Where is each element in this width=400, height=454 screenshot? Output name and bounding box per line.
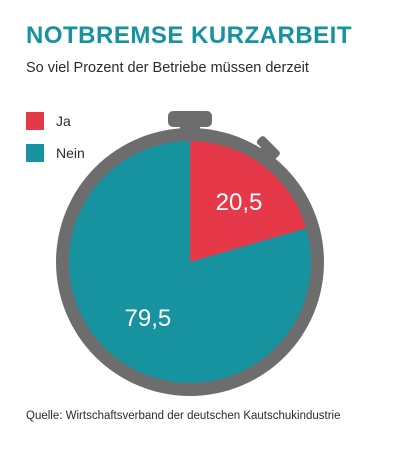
legend-label-nein: Nein bbox=[56, 145, 85, 161]
legend-swatch-ja bbox=[26, 112, 44, 130]
pie-value-labels: 20,5 79,5 bbox=[125, 189, 263, 332]
legend-swatch-nein bbox=[26, 144, 44, 162]
slice-label-nein: 79,5 bbox=[125, 305, 172, 332]
chart-subtitle: So viel Prozent der Betriebe müssen derz… bbox=[26, 60, 309, 76]
legend-item-ja: Ja bbox=[26, 111, 85, 131]
chart-title: NOTBREMSE KURZARBEIT bbox=[26, 22, 352, 49]
legend-label-ja: Ja bbox=[56, 113, 71, 129]
stopwatch-crown-button bbox=[168, 111, 212, 127]
legend-item-nein: Nein bbox=[26, 143, 85, 163]
slice-label-ja: 20,5 bbox=[216, 189, 263, 216]
pie-slice-nein bbox=[68, 141, 311, 383]
pie-slice-ja bbox=[190, 141, 307, 262]
source-note: Quelle: Wirtschaftsverband der deutschen… bbox=[26, 410, 341, 422]
pie-slices bbox=[68, 141, 311, 383]
legend: Ja Nein bbox=[26, 111, 85, 175]
